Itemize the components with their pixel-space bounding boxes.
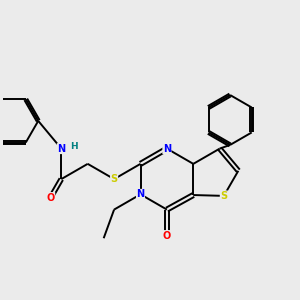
Text: O: O	[163, 231, 171, 241]
Text: N: N	[57, 144, 65, 154]
Text: N: N	[136, 189, 145, 199]
Text: S: S	[110, 174, 118, 184]
Text: S: S	[220, 191, 227, 201]
Text: O: O	[46, 193, 55, 202]
Text: H: H	[70, 142, 78, 152]
Text: N: N	[163, 144, 171, 154]
